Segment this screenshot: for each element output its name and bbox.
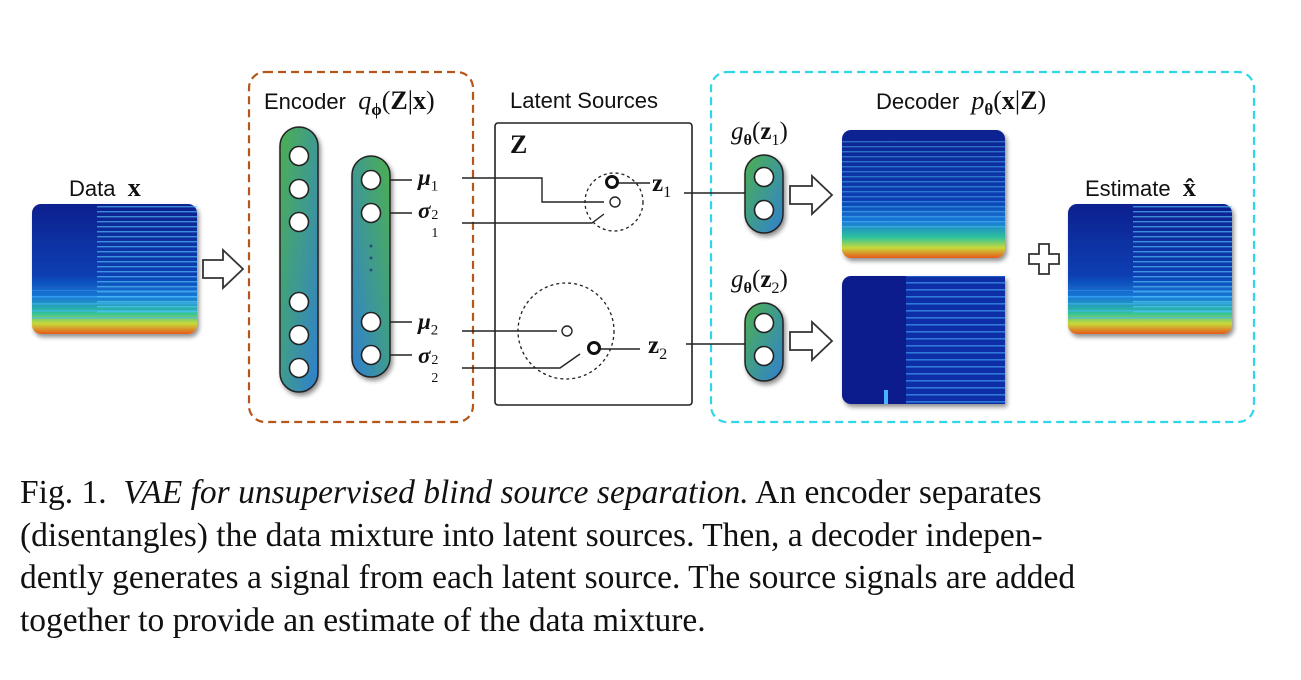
encoder-layer-1 xyxy=(279,126,319,393)
data-label: Data x xyxy=(69,173,141,202)
caption-line-4: together to provide an estimate of the d… xyxy=(20,601,706,639)
encoder-l2-node xyxy=(360,311,382,333)
source1-spectrogram xyxy=(842,130,1005,258)
encoder-box xyxy=(247,70,475,424)
encoder-l1-node xyxy=(288,357,310,379)
arrow-data-to-encoder xyxy=(202,247,245,291)
decoder-2-node xyxy=(753,312,775,334)
caption-line-3: dently generates a signal from each late… xyxy=(20,559,1076,596)
source2-spectrogram xyxy=(842,276,1005,404)
decoder-1-node xyxy=(753,199,775,221)
estimate-spectrogram xyxy=(1068,204,1232,334)
mu1-label: μ1 xyxy=(418,165,439,195)
decoder-net-1 xyxy=(744,154,784,234)
encoder-l2-node xyxy=(360,202,382,224)
caption-title: VAE for unsupervised blind source separa… xyxy=(123,474,749,511)
decoder-label: Decoder pθ(x|Z) xyxy=(876,86,1047,120)
encoder-l1-node xyxy=(288,211,310,233)
latent-sample-2 xyxy=(587,341,601,355)
arrow-decoder1-to-source1 xyxy=(789,173,834,217)
data-variable: x xyxy=(127,173,141,202)
decoder-box xyxy=(709,70,1256,424)
line-sigma2 xyxy=(462,353,581,369)
encoder-l1-node xyxy=(288,324,310,346)
z2-label: z2 xyxy=(648,332,668,363)
mu2-label: μ2 xyxy=(418,309,439,339)
caption-line-2: (disentangles) the data mixture into lat… xyxy=(20,516,1043,554)
encoder-l1-node xyxy=(288,291,310,313)
line-mu1 xyxy=(462,177,604,203)
ellipsis-dots xyxy=(369,244,373,272)
arrow-decoder2-to-source2 xyxy=(789,319,834,363)
estimate-variable: x̂ xyxy=(1182,173,1196,202)
latent-dist-1 xyxy=(584,172,644,232)
decoder-2-node xyxy=(753,345,775,367)
line-sigma1 xyxy=(462,213,605,224)
latent-sample-1 xyxy=(605,175,619,189)
g1-label: gθ(z1) xyxy=(731,118,788,149)
latent-dist-2 xyxy=(517,282,615,380)
latent-mean-1 xyxy=(609,196,621,208)
estimate-label: Estimate x̂ xyxy=(1085,173,1196,202)
vae-diagram xyxy=(32,70,1256,424)
decoder-1-node xyxy=(753,166,775,188)
caption-line-1-rest: An encoder separates xyxy=(755,474,1042,511)
g2-label: gθ(z2) xyxy=(731,266,788,297)
latent-sources-box xyxy=(494,122,693,406)
caption-fig-number: Fig. 1. xyxy=(20,474,107,511)
latent-mean-2 xyxy=(561,325,573,337)
encoder-l1-node xyxy=(288,145,310,167)
plus-sign xyxy=(1028,243,1060,275)
latent-z-label: Z xyxy=(510,130,528,159)
caption-line-1: Fig. 1. VAE for unsupervised blind sourc… xyxy=(20,472,1282,515)
encoder-l1-node xyxy=(288,178,310,200)
z1-label: z1 xyxy=(652,170,672,201)
latent-sources-label: Latent Sources xyxy=(510,88,658,113)
data-spectrogram xyxy=(32,204,197,334)
encoder-l2-node xyxy=(360,169,382,191)
figure-caption: Fig. 1. VAE for unsupervised blind sourc… xyxy=(20,472,1282,642)
encoder-label: Encoder qϕ(Z|x) xyxy=(264,86,435,120)
encoder-l2-node xyxy=(360,344,382,366)
